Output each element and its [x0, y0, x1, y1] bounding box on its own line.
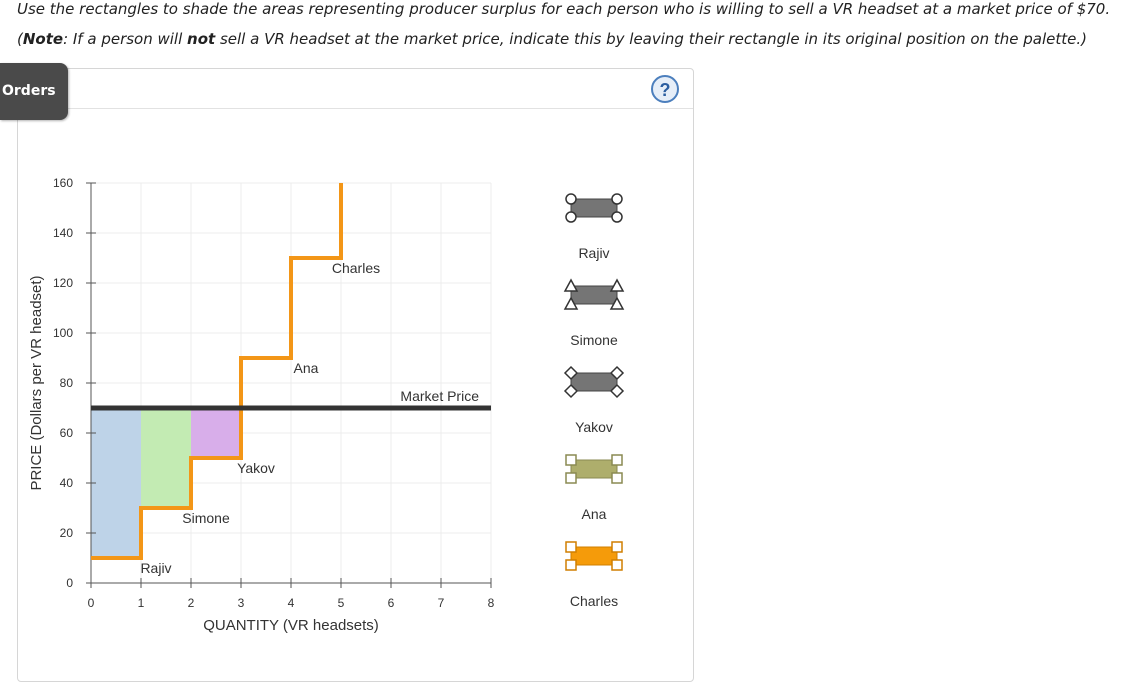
palette-shape-rajiv[interactable] [565, 193, 623, 223]
palette-label-charles: Charles [569, 593, 619, 609]
y-axis-label: PRICE (Dollars per VR headset) [28, 275, 45, 490]
step-label-yakov: Yakov [237, 460, 275, 476]
handle-square-icon[interactable] [611, 559, 623, 571]
x-tick-label: 2 [188, 596, 195, 610]
y-tick-label: 100 [53, 326, 73, 340]
supply-curve [91, 183, 343, 560]
step-label-rajiv: Rajiv [140, 560, 171, 576]
y-tick-label: 120 [53, 276, 73, 290]
step-label-charles: Charles [332, 260, 380, 276]
shape-palette[interactable] [563, 193, 625, 571]
palette-label-yakov: Yakov [575, 419, 613, 435]
handle-circle-icon[interactable] [565, 193, 577, 205]
surplus-area-simone[interactable] [141, 408, 191, 508]
y-tick-label: 140 [53, 226, 73, 240]
step-labels: Rajiv Simone Yakov Ana Charles [140, 260, 380, 576]
instruction-note-mid: : If a person will [63, 30, 188, 48]
palette-rect-rajiv[interactable] [570, 198, 618, 218]
handle-diamond-icon[interactable] [563, 365, 579, 381]
handle-square-icon[interactable] [611, 454, 623, 466]
palette-rect-ana[interactable] [570, 459, 618, 479]
palette-rect-simone[interactable] [570, 285, 618, 305]
palette-shape-ana[interactable] [565, 454, 623, 484]
handle-circle-icon[interactable] [565, 211, 577, 223]
palette-label-rajiv: Rajiv [578, 245, 610, 261]
y-tick-label: 40 [60, 476, 74, 490]
supply-step-line [91, 183, 343, 560]
surplus-areas[interactable] [91, 408, 241, 558]
handle-square-icon[interactable] [611, 541, 623, 553]
palette-shape-yakov[interactable] [563, 365, 625, 399]
x-tick-label: 8 [488, 596, 495, 610]
handle-circle-icon[interactable] [611, 193, 623, 205]
x-tick-label: 1 [138, 596, 145, 610]
handle-square-icon[interactable] [565, 472, 577, 484]
y-tick-label: 60 [60, 426, 74, 440]
step-label-simone: Simone [182, 510, 230, 526]
x-tick-label: 4 [288, 596, 295, 610]
market-price-label: Market Price [400, 388, 479, 404]
handle-diamond-icon[interactable] [609, 383, 625, 399]
x-tick-label: 6 [388, 596, 395, 610]
palette-rect-charles[interactable] [570, 546, 618, 566]
palette-rect-yakov[interactable] [570, 372, 618, 392]
handle-circle-icon[interactable] [611, 211, 623, 223]
y-tick-label: 160 [53, 176, 73, 190]
handle-triangle-icon[interactable] [609, 296, 625, 310]
palette-shape-simone[interactable] [563, 278, 625, 310]
instruction-line-2: (Note: If a person will not sell a VR he… [17, 30, 1087, 48]
handle-triangle-icon[interactable] [563, 296, 579, 310]
market-price-line-group: Market Price [91, 388, 491, 411]
palette-label-simone: Simone [570, 332, 618, 348]
x-tick-label: 3 [238, 596, 245, 610]
help-icon[interactable]: ? [651, 75, 679, 103]
y-tick-label: 0 [66, 576, 73, 590]
instruction-line-1: Use the rectangles to shade the areas re… [17, 0, 1111, 18]
handle-diamond-icon[interactable] [563, 383, 579, 399]
palette-shape-charles[interactable] [565, 541, 623, 571]
handle-square-icon[interactable] [611, 472, 623, 484]
y-tick-label: 80 [60, 376, 74, 390]
instruction-not-emphasis: not [187, 30, 216, 48]
instruction-paren-open: ( [17, 30, 23, 48]
x-tick-label: 7 [438, 596, 445, 610]
x-tick-label: 5 [338, 596, 345, 610]
handle-square-icon[interactable] [565, 454, 577, 466]
surplus-area-yakov[interactable] [191, 408, 241, 458]
handle-square-icon[interactable] [565, 559, 577, 571]
handle-triangle-icon[interactable] [563, 278, 579, 292]
handle-diamond-icon[interactable] [609, 365, 625, 381]
handle-triangle-icon[interactable] [609, 278, 625, 292]
instruction-note-end: sell a VR headset at the market price, i… [215, 30, 1087, 48]
instruction-note-label: Note [22, 30, 64, 48]
handle-square-icon[interactable] [565, 541, 577, 553]
palette-label-ana: Ana [581, 506, 607, 522]
surplus-area-rajiv[interactable] [91, 408, 141, 558]
panel-header-divider [18, 108, 693, 109]
x-axis-label: QUANTITY (VR headsets) [203, 617, 379, 634]
step-label-ana: Ana [294, 360, 319, 376]
x-tick-label: 0 [88, 596, 95, 610]
orders-tab[interactable]: Orders [0, 63, 68, 120]
y-tick-label: 20 [60, 526, 74, 540]
grid-lines [90, 182, 492, 584]
